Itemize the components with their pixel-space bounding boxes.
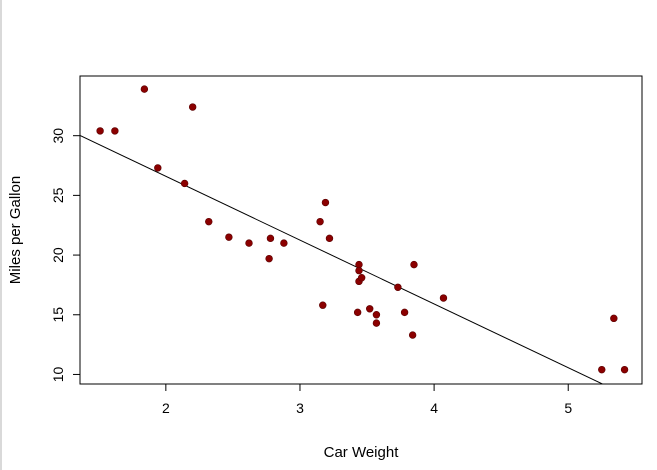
data-point — [205, 217, 213, 226]
data-point — [140, 85, 149, 93]
y-tick-label: 20 — [50, 247, 66, 263]
data-point — [408, 331, 417, 339]
y-tick-label: 15 — [50, 307, 66, 323]
data-point — [400, 308, 409, 317]
data-point — [188, 103, 197, 111]
data-point — [610, 314, 618, 323]
data-point — [372, 311, 381, 319]
y-axis-title: Miles per Gallon — [7, 176, 24, 284]
data-point — [111, 127, 119, 135]
window-edge — [0, 0, 2, 470]
x-axis: 2 3 4 5 — [162, 383, 572, 416]
data-point — [154, 164, 162, 172]
x-axis-title: Car Weight — [324, 444, 400, 461]
plot-frame — [79, 75, 643, 385]
x-tick-label: 3 — [296, 400, 304, 416]
data-point — [355, 266, 363, 275]
data-point — [353, 308, 362, 317]
y-tick-label: 25 — [50, 187, 66, 203]
data-point — [394, 283, 402, 292]
x-tick-label: 4 — [430, 400, 438, 416]
data-point — [598, 365, 606, 374]
x-tick-label: 2 — [162, 400, 170, 416]
y-axis: 10 15 20 25 30 — [50, 128, 81, 382]
data-point — [325, 234, 334, 243]
data-point — [225, 233, 233, 241]
y-tick-label: 10 — [50, 366, 66, 382]
data-point — [316, 217, 324, 226]
data-point — [620, 365, 629, 374]
plot-marks — [80, 85, 629, 384]
data-point — [180, 179, 189, 188]
data-point — [319, 301, 327, 309]
data-point — [372, 319, 381, 327]
data-point — [357, 274, 366, 282]
data-point — [439, 294, 448, 302]
data-point — [265, 254, 273, 263]
data-point — [410, 260, 418, 269]
data-point — [280, 239, 288, 247]
data-point — [266, 234, 275, 243]
x-tick-label: 5 — [564, 400, 572, 416]
y-tick-label: 30 — [50, 128, 66, 144]
data-point — [245, 239, 253, 247]
data-point — [96, 127, 104, 135]
data-point — [366, 305, 374, 313]
data-point — [321, 198, 330, 207]
